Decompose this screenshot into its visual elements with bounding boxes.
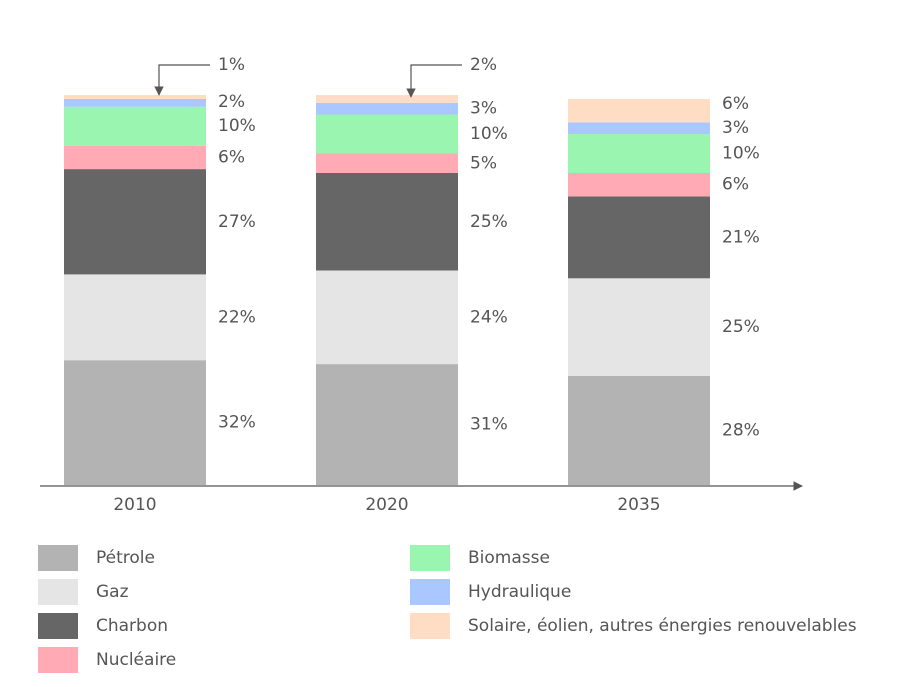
legend-swatch <box>410 613 450 639</box>
legend-swatch <box>410 545 450 571</box>
legend-swatch <box>38 545 78 571</box>
bar-segment <box>316 95 458 103</box>
value-label: 10% <box>470 124 508 144</box>
bar-segment <box>316 153 458 173</box>
bar-segment <box>568 375 710 485</box>
legend-label: Solaire, éolien, autres énergies renouve… <box>468 616 857 636</box>
legend-swatch <box>410 579 450 605</box>
bar-segment <box>568 173 710 197</box>
value-label: 24% <box>470 307 508 327</box>
value-label: 32% <box>218 413 256 433</box>
bar-segment <box>568 134 710 173</box>
legend-swatch <box>38 647 78 673</box>
x-tick-label: 2010 <box>113 495 156 515</box>
bar-segment <box>64 95 206 99</box>
bar-segment <box>568 122 710 134</box>
value-label: 6% <box>722 94 749 114</box>
value-label: 2% <box>218 92 245 112</box>
value-label: 22% <box>218 307 256 327</box>
callout-arrow <box>154 64 210 96</box>
bar-segment <box>64 169 206 275</box>
value-label: 25% <box>470 212 508 232</box>
value-label: 2% <box>470 55 497 75</box>
bar-segment <box>316 270 458 365</box>
legend-swatch <box>38 579 78 605</box>
bar-segment <box>64 274 206 361</box>
legend-label: Gaz <box>96 582 129 602</box>
bar-segment <box>64 360 206 485</box>
callout-arrow <box>406 64 462 98</box>
value-label: 28% <box>722 420 760 440</box>
value-label: 6% <box>218 147 245 167</box>
legend-label: Pétrole <box>96 548 155 568</box>
value-label: 27% <box>218 212 256 232</box>
bar-segment <box>316 102 458 115</box>
legend-label: Hydraulique <box>468 582 571 602</box>
value-label: 5% <box>470 153 497 173</box>
bar-segment <box>64 145 206 170</box>
bar-segment <box>316 173 458 271</box>
bar-segment <box>568 278 710 376</box>
value-label: 21% <box>722 227 760 247</box>
value-label: 25% <box>722 317 760 337</box>
value-label: 3% <box>470 99 497 119</box>
value-label: 3% <box>722 118 749 138</box>
value-label: 10% <box>722 144 760 164</box>
bar-segment <box>316 364 458 485</box>
bar-segment <box>64 106 206 146</box>
bar-segment <box>64 98 206 107</box>
legend-label: Nucléaire <box>96 650 176 670</box>
value-label: 6% <box>722 175 749 195</box>
value-label: 1% <box>218 55 245 75</box>
bar-segment <box>316 114 458 154</box>
bar-segment <box>568 98 710 123</box>
legend-label: Biomasse <box>468 548 550 568</box>
x-tick-label: 2020 <box>365 495 408 515</box>
value-label: 10% <box>218 116 256 136</box>
legend-swatch <box>38 613 78 639</box>
x-tick-label: 2035 <box>617 495 660 515</box>
legend-label: Charbon <box>96 616 168 636</box>
value-label: 31% <box>470 415 508 435</box>
bar-segment <box>568 196 710 279</box>
